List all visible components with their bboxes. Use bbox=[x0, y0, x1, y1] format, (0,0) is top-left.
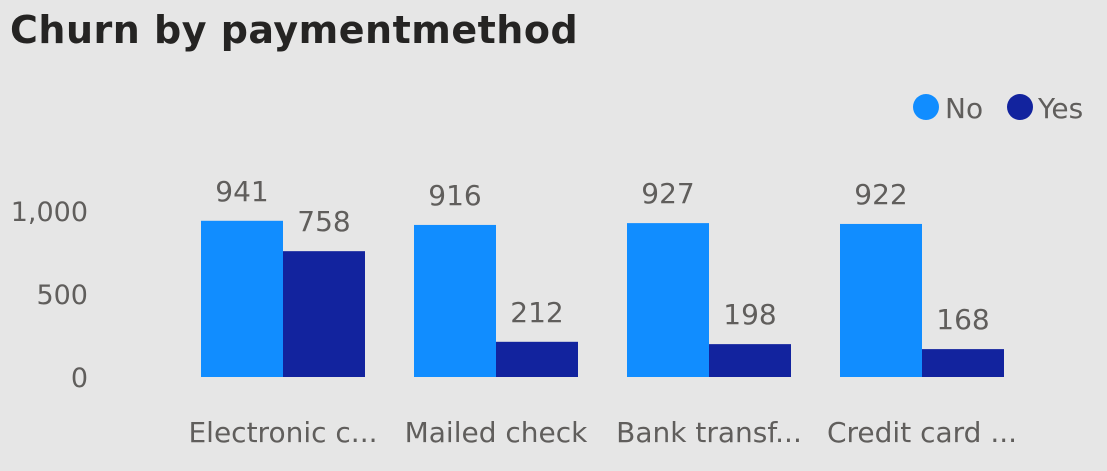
data-label: 758 bbox=[297, 205, 350, 238]
bar-yes bbox=[283, 251, 365, 377]
y-tick-label: 0 bbox=[71, 363, 88, 394]
data-label: 927 bbox=[641, 177, 694, 210]
data-label: 916 bbox=[428, 179, 481, 212]
legend-label: Yes bbox=[1037, 92, 1083, 125]
x-category-label: Mailed check bbox=[405, 416, 589, 449]
legend-label: No bbox=[945, 92, 983, 125]
legend-marker-no bbox=[913, 94, 939, 120]
data-label: 168 bbox=[936, 303, 989, 336]
bar-no bbox=[201, 220, 283, 377]
data-label: 198 bbox=[723, 298, 776, 331]
x-category-label: Bank transf... bbox=[616, 416, 802, 449]
chart-title: Churn by paymentmethod bbox=[10, 8, 579, 52]
data-label: 922 bbox=[854, 178, 907, 211]
bar-yes bbox=[922, 349, 1004, 377]
bar-yes bbox=[709, 344, 791, 377]
legend-marker-yes bbox=[1007, 94, 1033, 120]
bar-no bbox=[414, 224, 496, 377]
bar-no bbox=[840, 223, 922, 377]
y-tick-label: 500 bbox=[36, 280, 88, 311]
data-label: 212 bbox=[510, 296, 563, 329]
bar-no bbox=[627, 223, 709, 377]
x-category-label: Electronic c... bbox=[188, 416, 377, 449]
data-label: 941 bbox=[215, 175, 268, 208]
x-category-label: Credit card ... bbox=[827, 416, 1017, 449]
y-tick-label: 1,000 bbox=[11, 197, 88, 228]
bar-yes bbox=[496, 341, 578, 377]
